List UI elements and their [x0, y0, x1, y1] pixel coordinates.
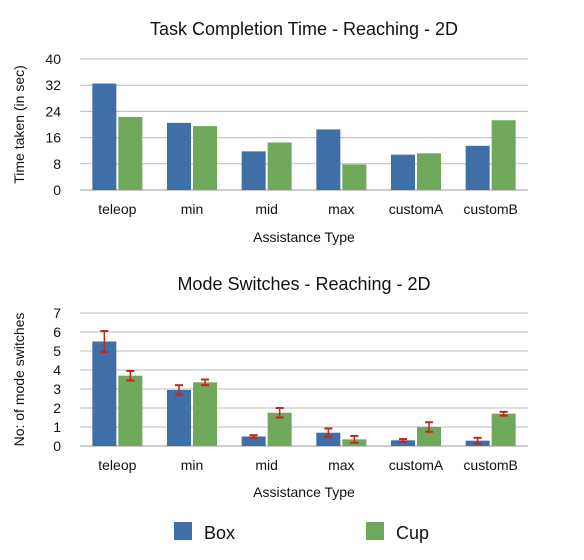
bar-box-mid — [241, 436, 266, 446]
y-tick-label: 7 — [53, 305, 61, 321]
error-bar-box-customB — [473, 436, 482, 445]
error-bar-cup-mid — [275, 407, 284, 419]
x-tick-label-customB: customB — [463, 201, 517, 217]
x-axis-label: Assistance Type — [253, 229, 355, 245]
error-bar-cup-customA — [425, 421, 433, 433]
bar-cup-min — [193, 126, 217, 190]
bar-box-min — [167, 389, 191, 446]
y-tick-label: 3 — [53, 381, 61, 397]
y-tick-label: 40 — [45, 51, 61, 67]
legend-label: Cup — [396, 523, 429, 543]
error-bar-cup-teleop — [126, 369, 135, 382]
bar-box-customA — [391, 440, 415, 446]
legend-item-box: Box — [174, 522, 235, 543]
y-tick-label: 1 — [53, 419, 61, 435]
y-tick-label: 6 — [53, 324, 61, 340]
x-tick-label-mid: mid — [255, 201, 278, 217]
chart-task-completion-time: Task Completion Time - Reaching - 2D 0 8 16… — [11, 19, 528, 245]
bar-box-teleop — [92, 83, 117, 190]
y-tick-label: 0 — [53, 438, 61, 454]
y-tick-label: 24 — [45, 103, 61, 119]
legend-item-cup: Cup — [366, 522, 429, 543]
y-tick-label: 16 — [45, 130, 61, 146]
x-tick-label-customA: customA — [389, 457, 444, 473]
bar-cup-customA — [417, 153, 441, 190]
error-bar-cup-max — [350, 434, 359, 444]
error-bar-cup-customB — [499, 410, 508, 417]
x-tick-label-min: min — [181, 201, 204, 217]
x-tick-label-min: min — [181, 457, 204, 473]
error-bar-box-customA — [399, 437, 407, 443]
bar-box-max — [316, 129, 341, 190]
bar-box-customA — [391, 154, 415, 190]
error-bar-box-min — [175, 384, 183, 396]
y-tick-label: 32 — [45, 77, 61, 93]
x-axis-label: Assistance Type — [253, 484, 355, 500]
bar-cup-customA — [417, 427, 441, 446]
x-tick-label-max: max — [328, 201, 354, 217]
y-tick-label: 5 — [53, 343, 61, 359]
bar-cup-customB — [491, 413, 516, 446]
bar-box-customB — [465, 145, 490, 190]
bar-cup-teleop — [118, 375, 143, 446]
chart-title: Task Completion Time - Reaching - 2D — [150, 19, 458, 39]
y-tick-label: 8 — [53, 156, 61, 172]
legend-swatch-cup — [366, 522, 384, 540]
error-bar-box-max — [324, 427, 333, 438]
bar-box-min — [167, 122, 191, 190]
y-axis-label: No: of mode switches — [11, 313, 27, 447]
legend-label: Box — [204, 523, 235, 543]
bar-cup-mid — [267, 142, 292, 190]
bar-box-teleop — [92, 341, 117, 446]
error-bar-box-mid — [249, 434, 258, 439]
bar-cup-min — [193, 382, 217, 446]
y-tick-label: 0 — [53, 182, 61, 198]
bar-cup-max — [342, 164, 367, 190]
bar-cup-customB — [491, 120, 516, 190]
legend-swatch-box — [174, 522, 192, 540]
error-bar-cup-min — [201, 378, 209, 387]
y-tick-label: 2 — [53, 400, 61, 416]
y-tick-label: 4 — [53, 362, 61, 378]
x-tick-label-customA: customA — [389, 201, 444, 217]
bar-box-mid — [241, 151, 266, 190]
x-tick-label-max: max — [328, 457, 354, 473]
x-tick-label-teleop: teleop — [98, 201, 136, 217]
x-tick-label-mid: mid — [255, 457, 278, 473]
x-tick-label-customB: customB — [463, 457, 517, 473]
legend: Box Cup — [174, 522, 429, 543]
y-axis-label: Time taken (in sec) — [11, 65, 27, 184]
chart-mode-switches: Mode Switches - Reaching - 2D 0 1 2 3 4 5 6 7 No:… — [11, 274, 528, 500]
chart-title: Mode Switches - Reaching - 2D — [177, 274, 430, 294]
x-tick-label-teleop: teleop — [98, 457, 136, 473]
bar-cup-teleop — [118, 116, 143, 190]
bar-box-max — [316, 432, 341, 446]
error-bar-box-teleop — [100, 330, 109, 353]
